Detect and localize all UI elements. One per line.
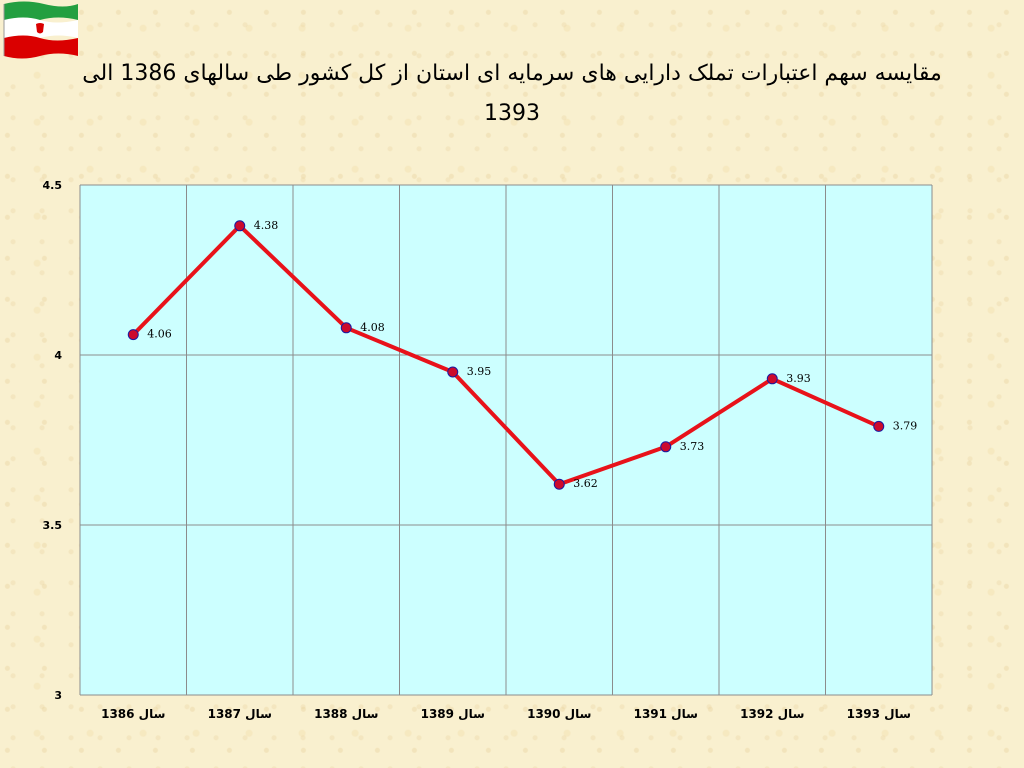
iran-flag-icon (3, 1, 78, 59)
data-label: 3.73 (680, 440, 705, 453)
data-label: 4.06 (147, 328, 172, 341)
data-label: 3.62 (573, 477, 598, 490)
data-point (766, 373, 778, 385)
x-tick-label: سال 1389 (421, 707, 485, 721)
data-point (660, 441, 672, 453)
data-label: 3.95 (467, 365, 492, 378)
x-tick-label: سال 1390 (527, 707, 591, 721)
data-point (234, 220, 246, 232)
data-label: 4.38 (254, 219, 279, 232)
y-tick-label: 4 (54, 349, 62, 362)
x-tick-label: سال 1391 (634, 707, 698, 721)
data-label: 4.08 (360, 321, 385, 334)
x-tick-label: سال 1388 (314, 707, 378, 721)
x-tick-label: سال 1392 (740, 707, 804, 721)
data-point (553, 478, 565, 490)
y-tick-label: 3 (54, 689, 62, 702)
data-label: 3.79 (893, 419, 918, 432)
data-point (447, 366, 459, 378)
series-line (131, 223, 881, 487)
chart-title: مقایسه سهم اعتبارات تملک دارایی های سرما… (82, 61, 942, 126)
data-label: 3.93 (786, 372, 811, 385)
x-tick-label: سال 1386 (101, 707, 165, 721)
data-point (127, 329, 139, 341)
data-point (340, 322, 352, 334)
data-point (873, 420, 885, 432)
y-tick-label: 3.5 (43, 519, 63, 532)
x-tick-label: سال 1393 (847, 707, 911, 721)
x-tick-label: سال 1387 (208, 707, 272, 721)
y-tick-label: 4.5 (43, 179, 63, 192)
